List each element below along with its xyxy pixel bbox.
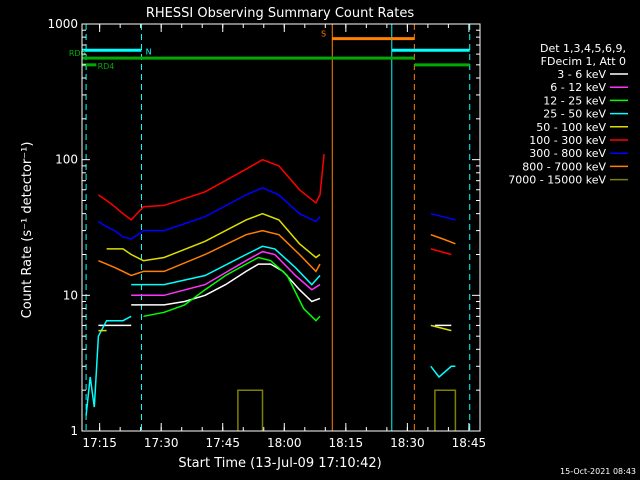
x-tick-label: 17:15 xyxy=(82,436,117,450)
chart-title: RHESSI Observing Summary Count Rates xyxy=(146,6,415,21)
flag-label-n: N xyxy=(146,47,152,56)
y-tick-label: 10 xyxy=(63,288,78,302)
legend-entry-label: 50 - 100 keV xyxy=(536,121,606,134)
series-line xyxy=(97,186,321,240)
date-stamp: 15-Oct-2021 08:43 xyxy=(560,467,636,476)
plot-area: N S RD0 RD4 xyxy=(69,24,471,431)
x-tick-label: 18:45 xyxy=(452,436,487,450)
series-line xyxy=(430,233,456,245)
series-line xyxy=(430,324,452,332)
series-line xyxy=(434,389,457,431)
legend-entry-label: 3 - 6 keV xyxy=(557,68,606,81)
y-tick-label: 100 xyxy=(55,153,78,167)
flag-label-rd0: RD0 xyxy=(69,49,86,58)
legend-entry-label: 12 - 25 keV xyxy=(543,94,606,107)
flag-label-s: S xyxy=(321,30,326,39)
legend-entry-label: 100 - 300 keV xyxy=(529,134,606,147)
x-tick-label: 18:30 xyxy=(390,436,425,450)
axes: 17:15 17:30 17:45 18:00 18:15 18:30 18:45 1 10 10… xyxy=(47,17,486,450)
series-line xyxy=(98,229,321,277)
series-line xyxy=(97,154,325,221)
series-line xyxy=(131,263,321,306)
series-line xyxy=(430,248,452,256)
legend-header-1: Det 1,3,4,5,6,9, xyxy=(540,42,626,55)
series-line xyxy=(131,250,321,297)
x-axis-label: Start Time (13-Jul-09 17:10:42) xyxy=(178,456,381,471)
series-line xyxy=(106,212,321,262)
series-line xyxy=(237,389,264,431)
series-line xyxy=(131,245,321,286)
y-axis-label: Count Rate (s⁻¹ detector⁻¹) xyxy=(20,142,35,319)
series-line xyxy=(430,212,456,221)
legend-entry-label: 800 - 7000 keV xyxy=(522,160,606,173)
series-line xyxy=(85,315,132,416)
legend-header-2: FDecim 1, Att 0 xyxy=(541,55,626,68)
legend-entry-label: 7000 - 15000 keV xyxy=(508,174,606,187)
legend-entry-label: 25 - 50 keV xyxy=(543,108,606,121)
series-line xyxy=(430,365,456,379)
x-tick-label: 17:45 xyxy=(205,436,240,450)
legend-entry-label: 300 - 800 keV xyxy=(529,147,606,160)
y-tick-label: 1 xyxy=(70,424,78,438)
y-tick-label: 1000 xyxy=(47,17,78,31)
plot-frame xyxy=(81,23,481,432)
flag-label-rd4: RD4 xyxy=(98,62,115,71)
legend-entry-label: 6 - 12 keV xyxy=(550,81,606,94)
x-tick-label: 17:30 xyxy=(144,436,179,450)
x-tick-label: 18:15 xyxy=(329,436,364,450)
x-tick-label: 18:00 xyxy=(267,436,302,450)
series-line xyxy=(143,256,321,322)
legend: Det 1,3,4,5,6,9, FDecim 1, Att 0 3 - 6 k… xyxy=(508,42,628,187)
